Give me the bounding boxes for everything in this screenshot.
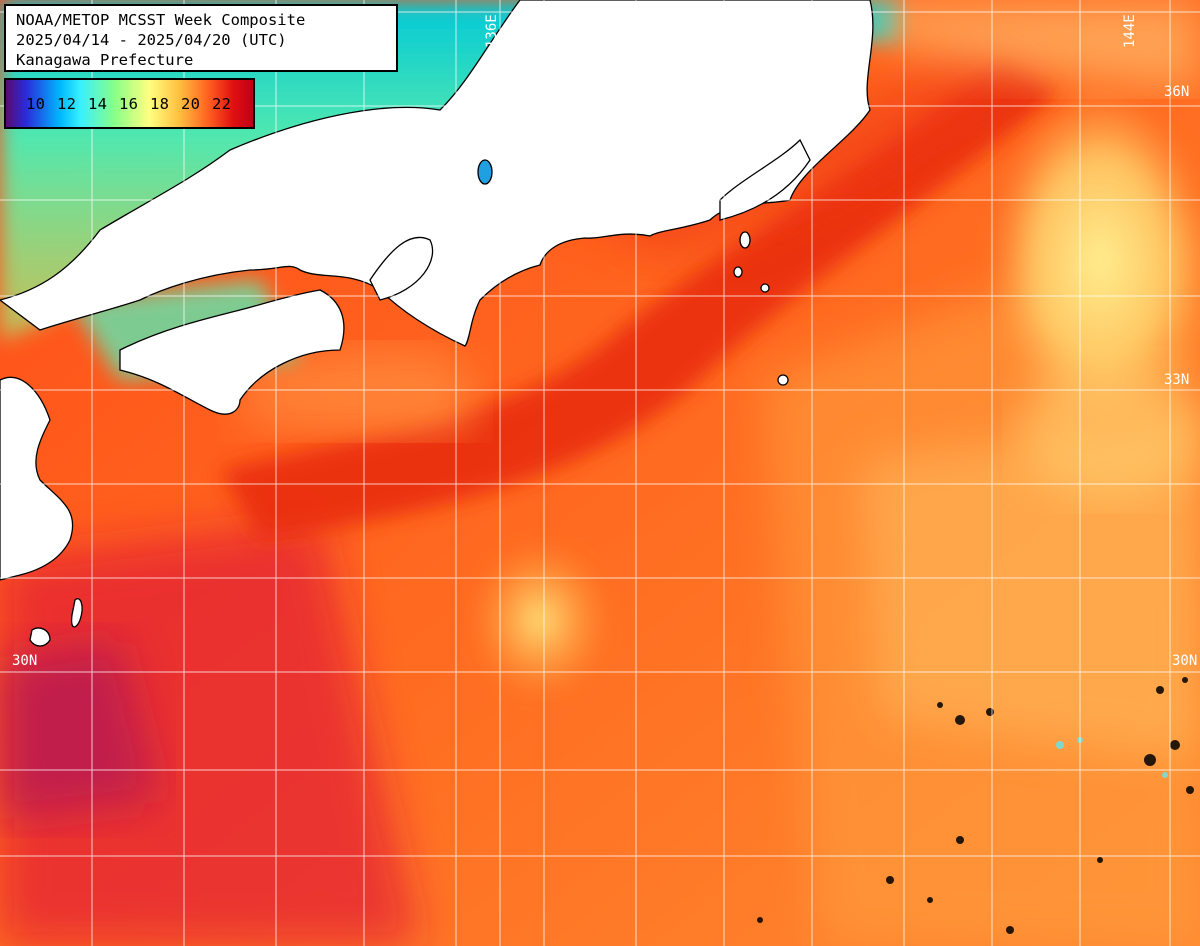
title-line-2: 2025/04/14 - 2025/04/20 (UTC) bbox=[16, 31, 287, 49]
title-box: NOAA/METOP MCSST Week Composite 2025/04/… bbox=[4, 4, 398, 72]
land bbox=[0, 0, 874, 647]
lon-label-136e: 136E bbox=[484, 14, 500, 48]
lat-label-30n-left: 30N bbox=[12, 653, 38, 669]
legend-ticks: 10 12 14 16 18 20 22 bbox=[26, 95, 243, 113]
legend-tick: 20 bbox=[181, 95, 201, 113]
color-legend: 10 12 14 16 18 20 22 bbox=[4, 78, 255, 129]
legend-tick: 14 bbox=[88, 95, 108, 113]
legend-tick: 18 bbox=[150, 95, 170, 113]
lat-label-30n-right: 30N bbox=[1172, 653, 1198, 669]
cloud-speckles bbox=[757, 677, 1194, 934]
lat-label-33n: 33N bbox=[1164, 372, 1190, 388]
legend-tick: 10 bbox=[26, 95, 46, 113]
title-line-3: Kanagawa Prefecture bbox=[16, 51, 194, 69]
legend-tick: 12 bbox=[57, 95, 77, 113]
legend-tick: 22 bbox=[212, 95, 232, 113]
title-line-1: NOAA/METOP MCSST Week Composite bbox=[16, 11, 306, 29]
lon-label-144e: 144E bbox=[1122, 14, 1138, 48]
legend-colorbar bbox=[6, 80, 253, 127]
lat-label-36n: 36N bbox=[1164, 84, 1190, 100]
legend-tick: 16 bbox=[119, 95, 139, 113]
